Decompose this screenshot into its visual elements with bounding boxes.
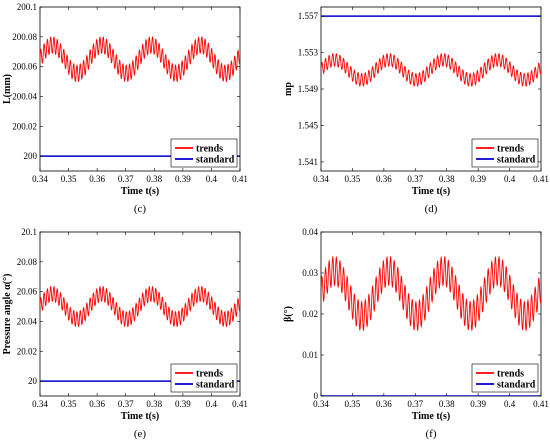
x-tick-label: 0.37 xyxy=(118,174,134,184)
y-tick-label: 0.04 xyxy=(302,227,318,237)
chart-f: 0.34 0.35 0.36 0.37 0.38 0.39 0.4 0.41 0 0.01 0.02… xyxy=(283,227,549,440)
y-tick-label: 0.03 xyxy=(302,268,318,278)
series-line-trends xyxy=(321,52,541,87)
series-line-trends xyxy=(40,36,240,83)
panel-caption: (f) xyxy=(426,428,437,440)
y-tick-label: 200.04 xyxy=(12,91,37,101)
y-tick-label: 0 xyxy=(314,391,319,401)
y-tick-label: 200 xyxy=(24,151,38,161)
legend-label-standard: standard xyxy=(196,155,235,166)
x-tick-label: 0.39 xyxy=(470,174,486,184)
y-axis-label: Pressure angle α(°) xyxy=(2,274,13,355)
x-tick-label: 0.38 xyxy=(146,399,162,409)
x-tick-label: 0.34 xyxy=(313,399,329,409)
legend-label-standard: standard xyxy=(497,155,536,166)
x-tick-label: 0.34 xyxy=(32,174,48,184)
x-axis-label: Time t(s) xyxy=(412,411,450,422)
panel-caption: (c) xyxy=(134,203,147,215)
x-tick-label: 0.4 xyxy=(206,399,218,409)
y-axis-label: mp xyxy=(283,82,294,96)
x-tick-label: 0.41 xyxy=(533,399,549,409)
x-tick-label: 0.41 xyxy=(232,174,248,184)
x-tick-label: 0.35 xyxy=(61,174,77,184)
x-tick-label: 0.34 xyxy=(313,174,329,184)
x-axis-label: Time t(s) xyxy=(121,186,159,197)
y-tick-label: 1.549 xyxy=(298,84,319,94)
x-tick-label: 0.4 xyxy=(206,174,218,184)
x-tick-label: 0.41 xyxy=(232,399,248,409)
x-tick-label: 0.37 xyxy=(118,399,134,409)
x-tick-label: 0.36 xyxy=(89,399,105,409)
y-tick-label: 20.06 xyxy=(17,287,38,297)
x-tick-label: 0.36 xyxy=(89,174,105,184)
y-tick-label: 1.553 xyxy=(298,48,319,58)
y-tick-label: 1.557 xyxy=(298,11,319,21)
y-tick-label: 200.02 xyxy=(12,121,37,131)
series-line-trends xyxy=(40,285,240,328)
y-tick-label: 20.04 xyxy=(17,316,38,326)
x-axis-label: Time t(s) xyxy=(121,411,159,422)
legend-label-trends: trends xyxy=(196,144,223,155)
chart-e: 0.34 0.35 0.36 0.37 0.38 0.39 0.4 0.41 20 20.02 20… xyxy=(2,227,248,440)
x-tick-label: 0.38 xyxy=(146,174,162,184)
x-tick-label: 0.38 xyxy=(439,399,455,409)
y-axis-label: L(mm) xyxy=(2,74,13,104)
legend-label-standard: standard xyxy=(497,380,536,391)
x-tick-label: 0.35 xyxy=(345,399,361,409)
legend-box xyxy=(471,363,539,393)
x-tick-label: 0.39 xyxy=(470,399,486,409)
y-tick-label: 20 xyxy=(28,376,38,386)
y-tick-label: 20.02 xyxy=(17,346,37,356)
legend-box xyxy=(170,138,238,168)
x-axis-label: Time t(s) xyxy=(412,186,450,197)
chart-d: 0.34 0.35 0.36 0.37 0.38 0.39 0.4 0.41 1.541 1.54… xyxy=(283,6,549,215)
x-tick-label: 0.4 xyxy=(504,174,516,184)
y-axis-label: β(°) xyxy=(283,306,294,322)
x-tick-label: 0.37 xyxy=(407,399,423,409)
y-tick-label: 1.545 xyxy=(298,120,319,130)
y-tick-label: 20.1 xyxy=(21,227,37,237)
x-tick-label: 0.36 xyxy=(376,174,392,184)
y-tick-label: 20.08 xyxy=(17,257,38,267)
y-tick-label: 0.01 xyxy=(302,350,318,360)
panel-caption: (e) xyxy=(134,428,147,440)
chart-c: 0.34 0.35 0.36 0.37 0.38 0.39 0.4 0.41 200 200.02… xyxy=(2,2,248,215)
y-tick-label: 200.08 xyxy=(12,32,37,42)
x-tick-label: 0.39 xyxy=(175,174,191,184)
y-tick-label: 1.541 xyxy=(298,157,318,167)
x-tick-label: 0.34 xyxy=(32,399,48,409)
series-line-trends xyxy=(321,255,541,332)
x-tick-label: 0.39 xyxy=(175,399,191,409)
x-tick-label: 0.41 xyxy=(533,174,549,184)
x-tick-label: 0.38 xyxy=(439,174,455,184)
panel-caption: (d) xyxy=(425,203,438,215)
legend-box xyxy=(471,138,539,168)
x-tick-label: 0.36 xyxy=(376,399,392,409)
legend-box xyxy=(170,363,238,393)
legend-label-trends: trends xyxy=(497,369,524,380)
x-tick-label: 0.35 xyxy=(345,174,361,184)
y-tick-label: 0.02 xyxy=(302,309,318,319)
y-tick-label: 200.06 xyxy=(12,62,37,72)
x-tick-label: 0.4 xyxy=(504,399,516,409)
legend-label-trends: trends xyxy=(497,144,524,155)
x-tick-label: 0.35 xyxy=(61,399,77,409)
legend-label-trends: trends xyxy=(196,369,223,380)
y-tick-label: 200.1 xyxy=(17,2,37,12)
x-tick-label: 0.37 xyxy=(407,174,423,184)
legend-label-standard: standard xyxy=(196,380,235,391)
